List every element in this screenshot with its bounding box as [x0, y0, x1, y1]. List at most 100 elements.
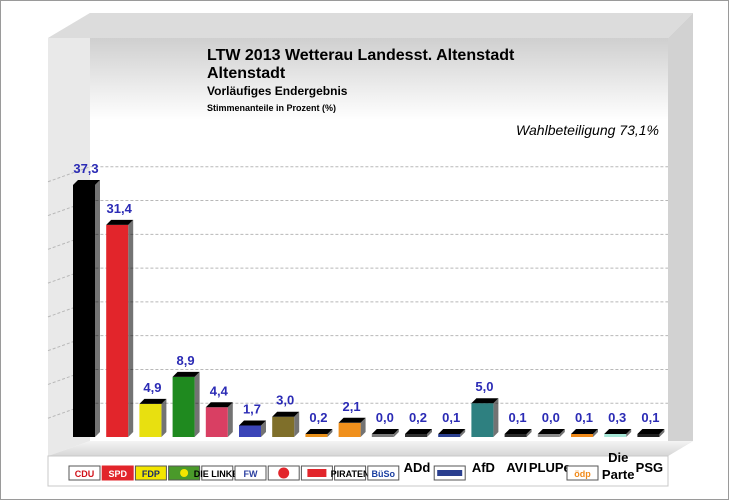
bar-AfD: [471, 398, 499, 437]
legend-item-NPD: [267, 465, 300, 481]
bar-REP: [305, 429, 333, 437]
bar-front: [272, 416, 295, 437]
legend-logo-label: DIE LINKE.: [194, 469, 241, 479]
legend-logo-box: [101, 465, 134, 481]
bar-top: [73, 180, 100, 185]
bar-side: [493, 398, 499, 437]
bar-front: [371, 434, 394, 437]
bar-NPD: [272, 411, 300, 437]
legend-logo-box: [234, 465, 267, 481]
bar-side: [626, 429, 632, 437]
turnout-label: Wahlbeteiligung 73,1%: [516, 122, 659, 138]
bar-top: [405, 429, 432, 434]
legend-item-SPD: SPD: [101, 465, 134, 481]
bar-PSG: [637, 429, 665, 437]
bar-side: [393, 429, 399, 437]
npd-logo-icon: [278, 467, 290, 479]
bar-top: [471, 398, 499, 404]
legend-label: ADd: [404, 460, 431, 475]
chart-right-wall: [668, 13, 693, 456]
value-label: 3,0: [276, 393, 294, 408]
oedp-hessen-logo-icon: [437, 470, 463, 476]
value-label: 8,9: [177, 353, 195, 368]
value-label: 2,1: [343, 399, 361, 414]
chart-top-panel: [48, 38, 668, 120]
bar-front: [73, 185, 95, 437]
value-label: 31,4: [107, 201, 133, 216]
bar-CDU: [73, 180, 100, 437]
gruene-logo-icon: [180, 469, 189, 477]
value-label: 0,1: [641, 410, 659, 425]
value-label: 4,4: [210, 383, 229, 398]
bar-front: [571, 434, 593, 437]
value-label: 0,1: [509, 410, 527, 425]
value-label: 0,1: [442, 410, 460, 425]
bar-side: [659, 429, 665, 437]
bar-side: [460, 429, 466, 437]
legend-item-DIE LINKE.: DIE LINKE.: [194, 465, 241, 481]
legend-item-GRÜNE: [168, 465, 201, 481]
bar-front: [305, 434, 328, 437]
bar-top: [272, 411, 300, 417]
legend-item-PLUPe: PLUPe: [529, 460, 571, 475]
bar-AVI: [504, 429, 532, 437]
bar-side: [95, 180, 100, 437]
legend-item-ödp: ödp: [566, 465, 599, 481]
value-label: 1,7: [243, 402, 261, 417]
bar-side: [128, 219, 134, 437]
value-label: 0,1: [575, 410, 593, 425]
bar-side: [360, 417, 366, 437]
chart-title: LTW 2013 Wetterau Landesst. Altenstadt: [207, 47, 515, 64]
value-label: 0,2: [409, 410, 427, 425]
bar-side: [294, 411, 300, 437]
bar-top: [139, 398, 167, 404]
bar-ödp: [571, 429, 598, 437]
value-label: 37,3: [73, 161, 98, 176]
bar-top: [305, 429, 333, 434]
bar-front: [604, 434, 627, 437]
bar-top: [239, 420, 266, 426]
bars: 37,3 31,4 4,9 8,9 4,4 1,7 3,0 0,2 2,1 0,0 0,2 0,1 5,…: [73, 161, 665, 437]
bar-side: [261, 420, 266, 437]
bar-FDP: [139, 398, 167, 437]
bar-front: [172, 376, 195, 437]
legend-logo-label: FW: [244, 469, 258, 479]
bar-side: [526, 429, 532, 437]
bar-side: [227, 402, 233, 437]
bar-front: [504, 434, 527, 437]
bar-SPD: [106, 219, 134, 437]
bar-front: [239, 425, 261, 437]
legend-item-FDP: FDP: [134, 465, 167, 481]
legend-logo-box: [68, 465, 101, 481]
legend-logo-box: [566, 465, 599, 481]
legend-item-Die Parte: Die Parte: [602, 450, 635, 482]
legend-logo-label: CDU: [75, 469, 95, 479]
value-label: 0,2: [309, 410, 327, 425]
chart-top-edge: [48, 13, 693, 38]
bar-front: [537, 434, 560, 437]
legend-logo-box: [134, 465, 167, 481]
value-label: 0,0: [376, 410, 394, 425]
bar-PIRATEN: [338, 417, 366, 437]
legend-logo-label: FDP: [142, 469, 160, 479]
bar-top: [571, 429, 598, 434]
bar-front: [106, 224, 129, 437]
chart-floor: [48, 441, 693, 456]
bar-front: [438, 434, 461, 437]
value-label: 5,0: [475, 379, 493, 394]
legend-logo-label: PIRATEN: [331, 469, 370, 479]
bar-top: [205, 402, 233, 408]
bar-top: [338, 417, 366, 423]
bar-top: [637, 429, 665, 434]
chart-note-result: Vorläufiges Endergebnis: [207, 84, 348, 98]
legend-logo-box: [334, 465, 367, 481]
bar-front: [139, 403, 162, 437]
bar-side: [427, 429, 432, 437]
bar-top: [504, 429, 532, 434]
legend-label: AfD: [472, 460, 495, 475]
bar-ADd: [405, 429, 432, 437]
bar-side: [194, 371, 200, 437]
bar-DIE LINKE.: [205, 402, 233, 437]
rep-logo-icon: [307, 469, 327, 477]
